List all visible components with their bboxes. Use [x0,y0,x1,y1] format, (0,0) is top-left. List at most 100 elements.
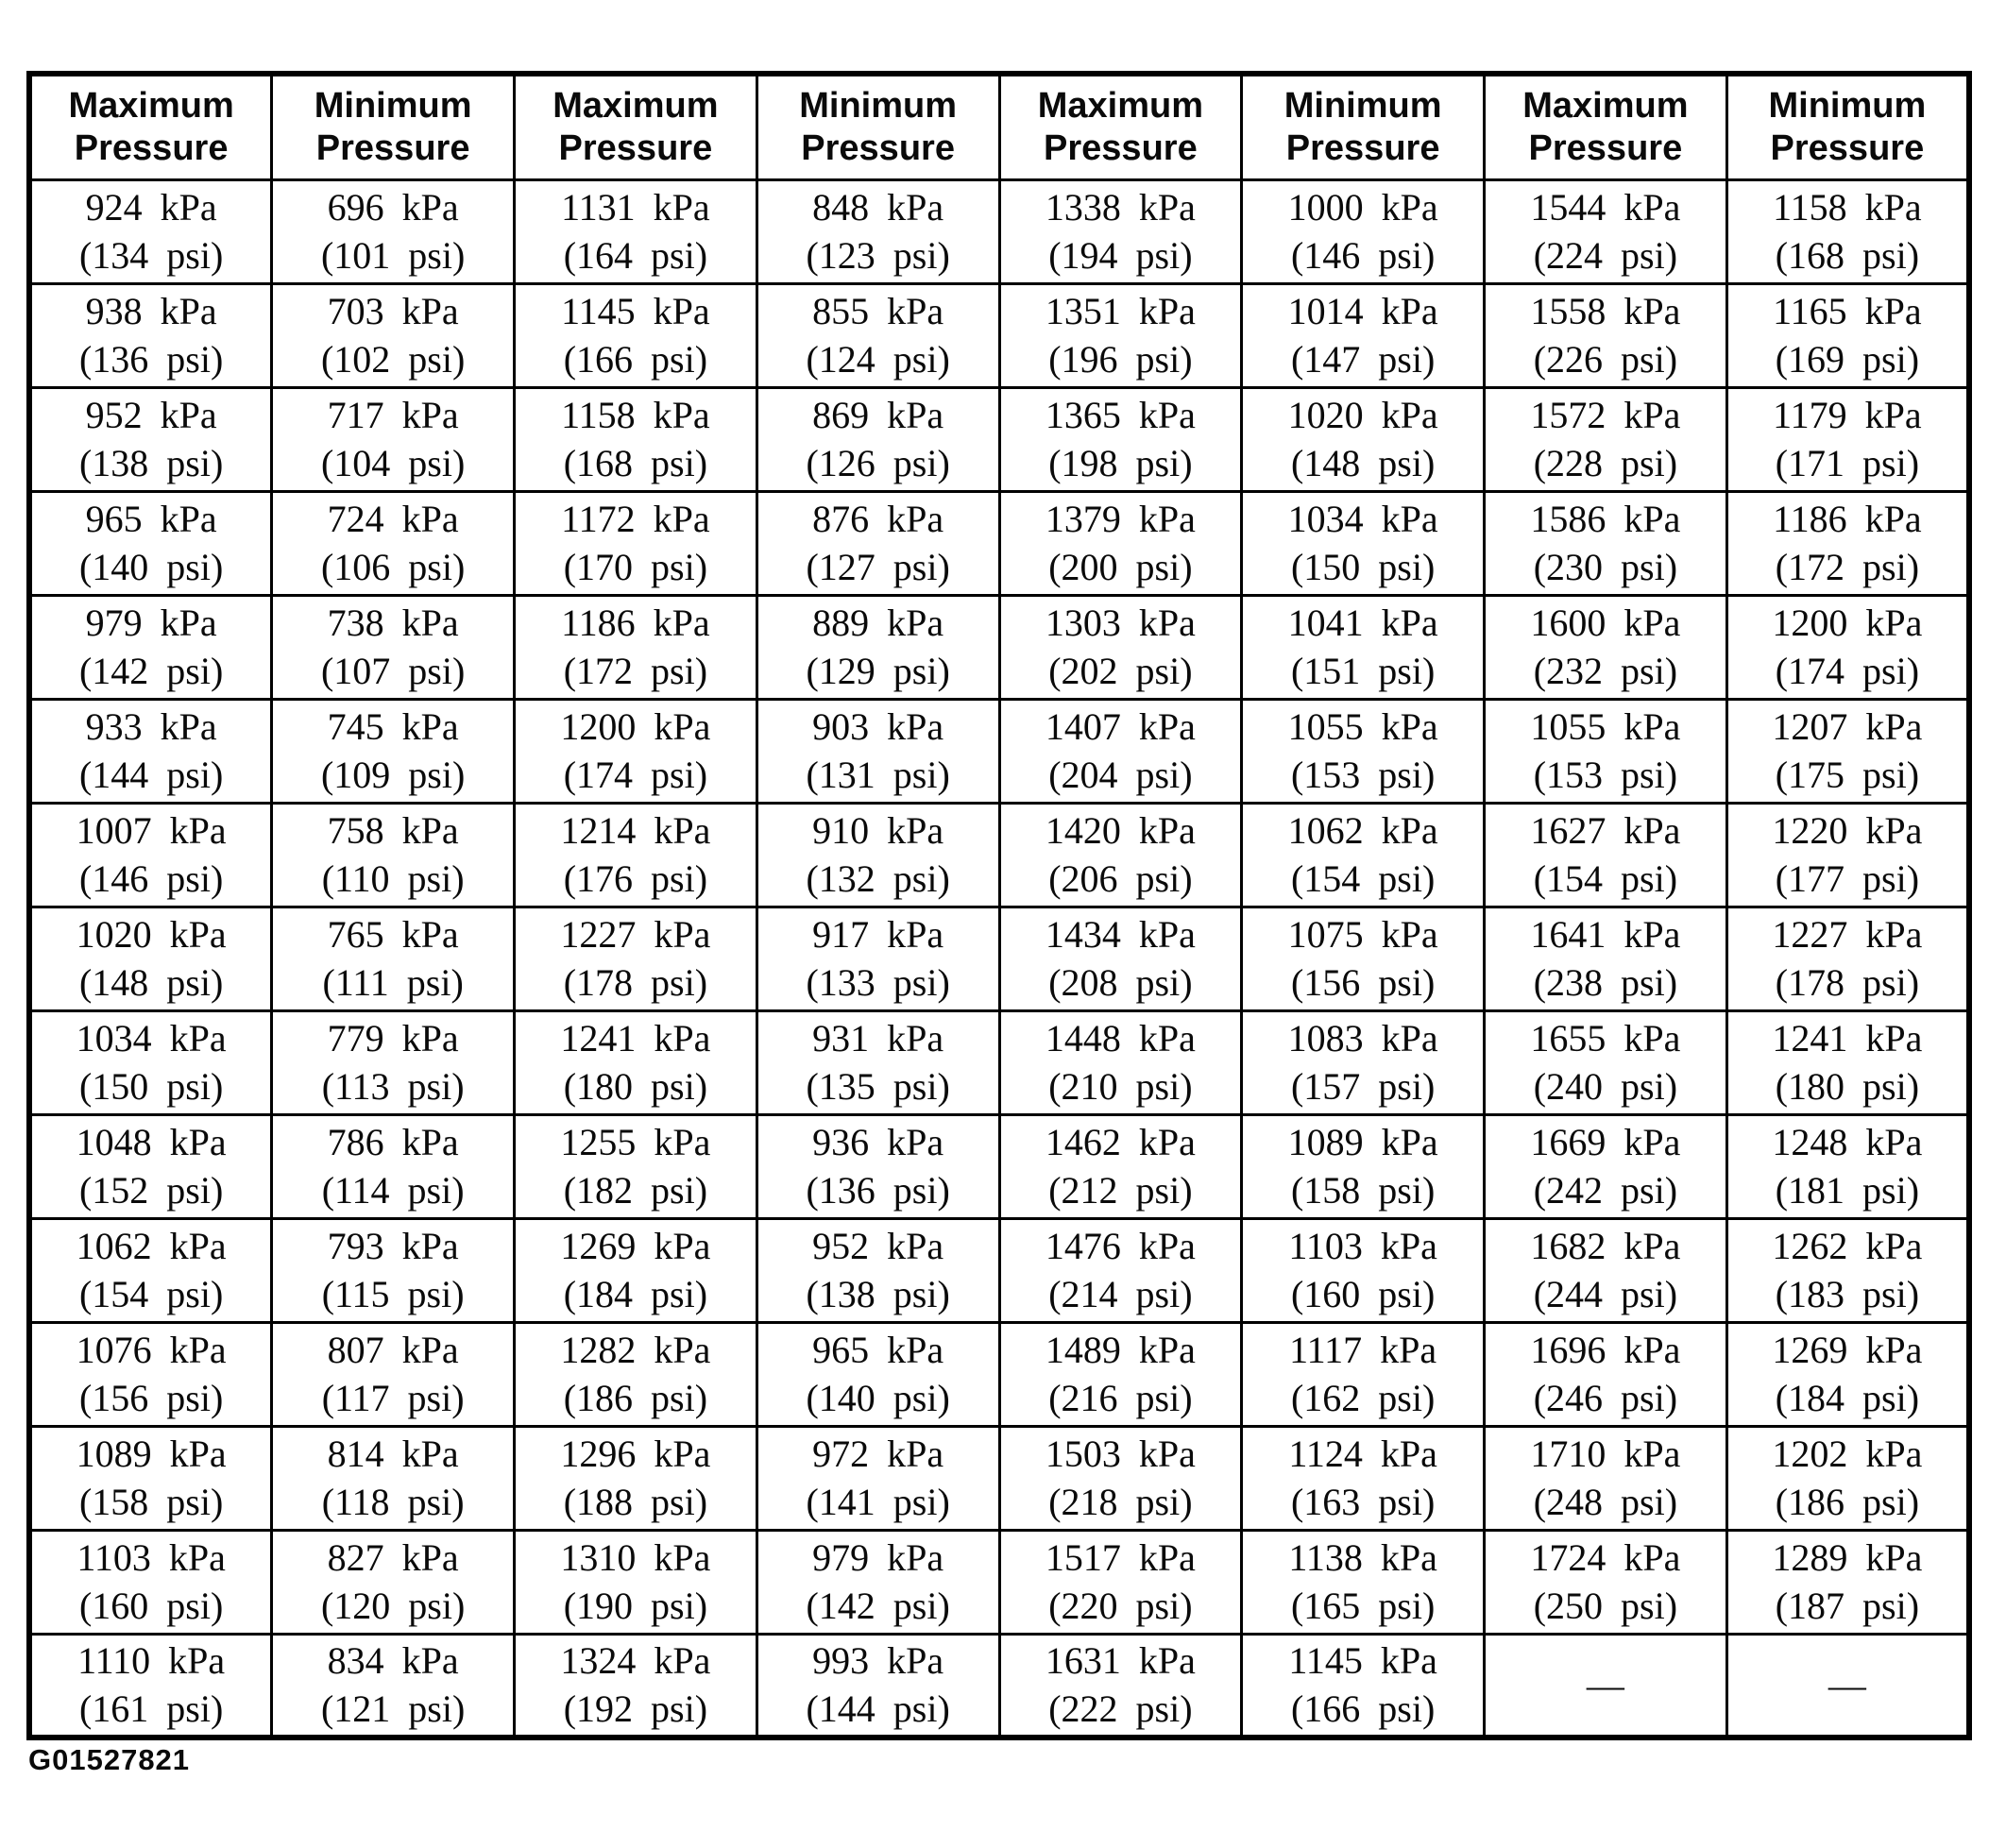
kpa-value: 1138 kPa [1288,1536,1437,1579]
kpa-value: 1020 kPa [76,913,227,956]
psi-value: (148 psi) [78,961,224,1004]
pressure-cell: 876 kPa (127 psi) [755,489,1001,597]
kpa-value: 933 kPa [85,705,217,748]
kpa-value: 1158 kPa [561,394,710,436]
kpa-value: 952 kPa [812,1225,944,1267]
pressure-cell: 1014 kPa (147 psi) [1240,281,1486,389]
pressure-cell: 758 kPa (110 psi) [270,801,516,908]
kpa-value: 1048 kPa [76,1121,227,1163]
pressure-cell: 1202 kPa (186 psi) [1725,1424,1971,1532]
psi-value: (204 psi) [1048,754,1193,796]
psi-value: (152 psi) [78,1169,224,1212]
psi-value: (186 psi) [1775,1481,1920,1523]
kpa-value: 703 kPa [327,290,459,332]
pressure-cell: 979 kPa (142 psi) [755,1528,1001,1636]
table-row: 1110 kPa (161 psi) 834 kPa (121 psi) 1324 kP… [27,1632,1971,1739]
psi-value: (142 psi) [806,1585,950,1627]
pressure-cell: 910 kPa (132 psi) [755,801,1001,908]
kpa-value: 979 kPa [812,1536,944,1579]
pressure-cell: 903 kPa (131 psi) [755,697,1001,805]
table-row: 1103 kPa (160 psi) 827 kPa (120 psi) 1310 kP… [27,1528,1971,1636]
column-header: Minimum Pressure [755,72,1001,181]
kpa-value: 931 kPa [812,1017,944,1060]
table-row: 1007 kPa (146 psi) 758 kPa (110 psi) 1214 kP… [27,801,1971,908]
psi-value: (198 psi) [1048,442,1193,484]
table-row: 1020 kPa (148 psi) 765 kPa (111 psi) 1227 kP… [27,905,1971,1012]
psi-value: (166 psi) [1290,1687,1436,1731]
column-header-line2: Pressure [1528,127,1683,168]
pressure-cell: 1324 kPa (192 psi) [513,1632,758,1739]
pressure-cell: 1631 kPa (222 psi) [997,1632,1244,1739]
kpa-value: 1083 kPa [1287,1017,1438,1060]
pressure-cell: 1076 kPa (156 psi) [27,1320,274,1428]
pressure-cell: 1476 kPa (214 psi) [997,1216,1244,1324]
pressure-cell: 1641 kPa (238 psi) [1483,905,1728,1012]
pressure-cell: 1048 kPa (152 psi) [27,1112,274,1220]
kpa-value: 1014 kPa [1287,290,1438,332]
kpa-value: 889 kPa [812,602,944,644]
pressure-cell: 1145 kPa (166 psi) [1240,1632,1486,1739]
kpa-value: 1179 kPa [1773,394,1922,436]
pressure-cell: 1710 kPa (248 psi) [1483,1424,1728,1532]
column-header-line1: Maximum [68,85,234,126]
pressure-cell: 1200 kPa (174 psi) [513,697,758,805]
pressure-cell: 1124 kPa (163 psi) [1240,1424,1486,1532]
pressure-cell: 1103 kPa (160 psi) [27,1528,274,1636]
kpa-value: 1600 kPa [1530,602,1681,644]
pressure-cell: 1462 kPa (212 psi) [997,1112,1244,1220]
pressure-cell: 1200 kPa (174 psi) [1725,593,1971,701]
pressure-cell: 724 kPa (106 psi) [270,489,516,597]
kpa-value: 1227 kPa [560,913,711,956]
psi-value: (154 psi) [1533,857,1678,900]
kpa-value: 1089 kPa [76,1433,227,1475]
kpa-value: 1131 kPa [561,186,710,229]
kpa-value: 827 kPa [327,1536,459,1579]
psi-value: (153 psi) [1533,754,1678,796]
psi-value: (120 psi) [320,1585,466,1627]
psi-value: (180 psi) [563,1065,708,1108]
pressure-cell: 936 kPa (136 psi) [755,1112,1001,1220]
kpa-value: 1503 kPa [1045,1433,1196,1475]
kpa-value: 1241 kPa [560,1017,711,1060]
kpa-value: 1227 kPa [1772,913,1923,956]
psi-value: (148 psi) [1290,442,1436,484]
pressure-cell: 1172 kPa (170 psi) [513,489,758,597]
kpa-value: 965 kPa [85,498,217,540]
kpa-value: 1103 kPa [76,1536,226,1579]
psi-value: (202 psi) [1048,650,1193,692]
pressure-cell: 952 kPa (138 psi) [27,385,274,493]
kpa-value: 1282 kPa [560,1329,711,1371]
pressure-cell: 1020 kPa (148 psi) [27,905,274,1012]
pressure-cell: 1000 kPa (146 psi) [1240,178,1486,285]
pressure-cell: 1186 kPa (172 psi) [513,593,758,701]
pressure-cell: 779 kPa (113 psi) [270,1009,516,1116]
kpa-value: 993 kPa [812,1639,944,1683]
kpa-value: 1200 kPa [560,705,711,748]
psi-value: (164 psi) [563,234,708,277]
kpa-value: 1462 kPa [1045,1121,1196,1163]
pressure-cell: 979 kPa (142 psi) [27,593,274,701]
kpa-value: 1269 kPa [560,1225,711,1267]
psi-value: (153 psi) [1290,754,1436,796]
kpa-value: 1641 kPa [1530,913,1681,956]
kpa-value: 1007 kPa [76,809,227,852]
kpa-value: 1207 kPa [1772,705,1923,748]
psi-value: (192 psi) [563,1687,708,1731]
psi-value: (174 psi) [563,754,708,796]
pressure-cell: 1448 kPa (210 psi) [997,1009,1244,1116]
pressure-cell: 1269 kPa (184 psi) [513,1216,758,1324]
psi-value: (115 psi) [321,1273,465,1315]
kpa-value: 1041 kPa [1287,602,1438,644]
psi-value: (124 psi) [806,338,950,381]
psi-value: (160 psi) [78,1585,224,1627]
psi-value: (138 psi) [806,1273,950,1315]
kpa-value: 1248 kPa [1772,1121,1923,1163]
psi-value: (142 psi) [78,650,224,692]
kpa-value: 855 kPa [812,290,944,332]
pressure-cell: 848 kPa (123 psi) [755,178,1001,285]
psi-value: (133 psi) [806,961,950,1004]
psi-value: (134 psi) [78,234,224,277]
kpa-value: 1117 kPa [1289,1329,1437,1371]
pressure-cell: 1724 kPa (250 psi) [1483,1528,1728,1636]
pressure-cell: 1241 kPa (180 psi) [513,1009,758,1116]
